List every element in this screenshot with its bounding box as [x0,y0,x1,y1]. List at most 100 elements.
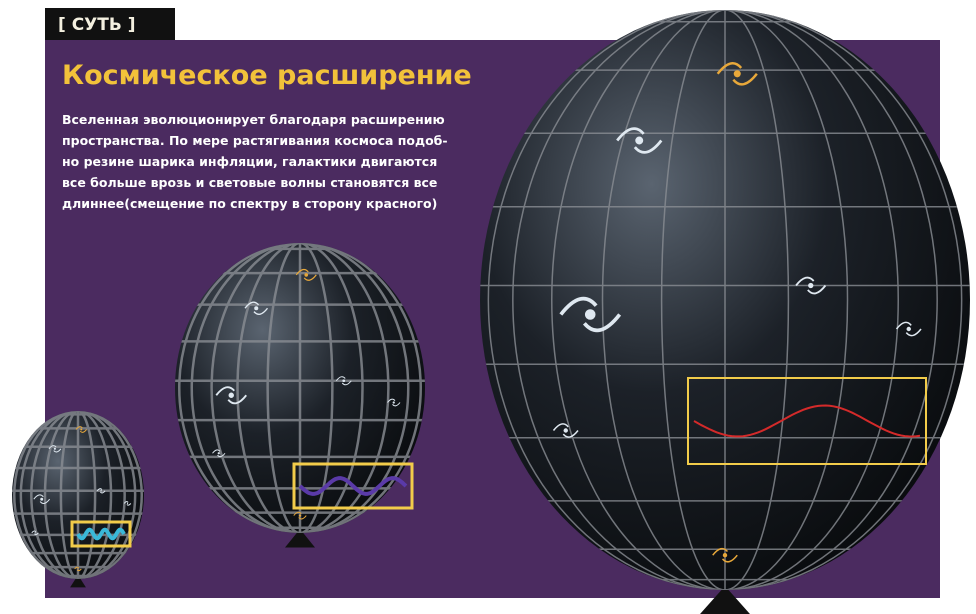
meridian [190,243,410,533]
meridian [512,10,938,590]
galaxy [33,494,51,504]
spectrum-box [70,520,132,548]
galaxy [895,321,922,337]
galaxy-core [34,532,36,534]
galaxy [335,376,352,386]
galaxy [31,530,39,536]
meridian [59,411,97,579]
meridian [210,243,390,533]
galaxy [74,566,82,572]
galaxy-arm [33,494,51,504]
knot [70,575,86,588]
body-line: Вселенная эволюционирует благодаря расши… [62,112,445,127]
galaxy-arm [48,445,62,453]
body-line: все больше врозь и световые волны станов… [62,175,437,190]
meridian [551,10,899,590]
meridian [30,411,126,579]
galaxy-arm [293,511,307,520]
galaxy-core [217,452,220,455]
galaxy-arm [335,376,352,386]
galaxy-core [304,273,309,277]
galaxy-arm [552,423,579,438]
balloon [12,411,144,588]
tag: [ СУТЬ ] [58,15,136,35]
galaxy-arm [75,426,87,433]
galaxy-arm [387,398,401,407]
galaxy-core [126,502,129,504]
galaxy-core [563,428,568,433]
galaxy-core [100,490,102,492]
galaxy-core [906,326,911,332]
galaxy-core [392,401,395,404]
galaxy [75,426,87,433]
galaxy-arm [74,566,82,572]
galaxy-core [254,306,259,311]
galaxy-core [40,497,44,501]
galaxy-arm [123,501,132,506]
meridian [660,10,790,590]
galaxy [552,423,579,438]
galaxy-arm [712,547,738,563]
galaxy [293,511,307,520]
meridian [12,411,144,579]
galaxy-arm [559,296,622,333]
galaxy-core [342,379,346,383]
galaxy-arm [895,321,922,337]
galaxy-core [808,282,814,289]
galaxy [215,386,247,405]
galaxy-arm [31,530,39,536]
meridian [601,10,849,590]
galaxy-arm [215,386,247,405]
body-line: пространства. По мере растягивания космо… [62,133,448,148]
galaxy-core [53,447,56,450]
galaxy [48,445,62,453]
galaxy-core [733,70,741,78]
spectrum-box [687,377,927,465]
light-wave [693,404,921,438]
knot [285,529,315,548]
galaxy [295,268,317,281]
galaxy [716,62,758,86]
galaxy-arm [244,301,269,316]
light-wave [298,476,408,496]
meridian [19,411,137,579]
galaxy-core [77,568,79,570]
galaxy [616,127,663,154]
tag-box [45,8,175,40]
spectrum-box [292,462,414,510]
galaxy-arm [295,268,317,281]
galaxy-core [584,309,596,320]
galaxy [387,398,401,407]
galaxy-core [635,136,644,145]
galaxy [712,547,738,563]
meridian [178,243,422,533]
balloons [12,10,970,614]
galaxy [212,449,226,458]
body-line: длиннее(смещение по спектру в сторону кр… [62,196,437,211]
galaxy-core [228,392,234,398]
meridian [266,243,334,533]
galaxy [96,488,106,494]
galaxy [244,301,269,316]
title: Космическое расширение [62,60,472,91]
body-text: Вселенная эволюционирует благодаря расши… [62,112,448,211]
meridian [43,411,113,579]
galaxy [795,276,827,295]
galaxy-core [80,428,83,431]
galaxy-arm [96,488,106,494]
galaxy-arm [212,449,226,458]
body-line: но резине шарика инфляции, галактики дви… [62,154,437,169]
galaxy-core [722,552,728,558]
galaxy [123,501,132,506]
galaxy-arm [616,127,663,154]
meridian [487,10,963,590]
knot [700,586,750,614]
galaxy-core [298,514,302,517]
balloon-grid [12,411,144,579]
galaxy-arm [795,276,827,295]
galaxy-arm [716,62,758,86]
light-wave [76,527,126,541]
galaxy [559,296,622,333]
